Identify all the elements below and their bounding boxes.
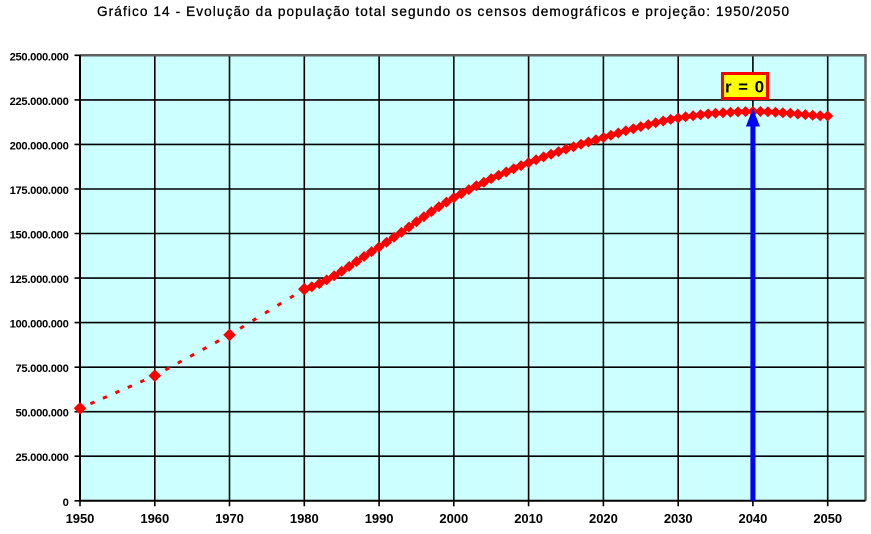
svg-text:1960: 1960 [140, 511, 169, 526]
svg-text:2000: 2000 [439, 511, 468, 526]
svg-text:150.000.000: 150.000.000 [10, 230, 69, 242]
svg-text:1980: 1980 [290, 511, 319, 526]
svg-text:1990: 1990 [365, 511, 394, 526]
svg-text:1970: 1970 [215, 511, 244, 526]
svg-text:125.000.000: 125.000.000 [10, 274, 69, 286]
svg-text:225.000.000: 225.000.000 [10, 96, 69, 108]
svg-text:1950: 1950 [66, 511, 95, 526]
svg-text:2010: 2010 [514, 511, 543, 526]
svg-text:175.000.000: 175.000.000 [10, 185, 69, 197]
svg-text:r = 0: r = 0 [725, 78, 765, 97]
svg-text:200.000.000: 200.000.000 [10, 140, 69, 152]
svg-text:2050: 2050 [813, 511, 842, 526]
svg-text:100.000.000: 100.000.000 [10, 319, 69, 331]
svg-text:Gráfico 14 - Evolução da popul: Gráfico 14 - Evolução da população total… [97, 4, 789, 19]
svg-text:0: 0 [63, 497, 69, 509]
svg-text:2040: 2040 [739, 511, 768, 526]
svg-text:50.000.000: 50.000.000 [16, 408, 69, 420]
svg-text:250.000.000: 250.000.000 [10, 51, 69, 63]
svg-text:2020: 2020 [589, 511, 618, 526]
svg-text:2030: 2030 [664, 511, 693, 526]
svg-text:75.000.000: 75.000.000 [16, 363, 69, 375]
svg-text:25.000.000: 25.000.000 [16, 452, 69, 464]
